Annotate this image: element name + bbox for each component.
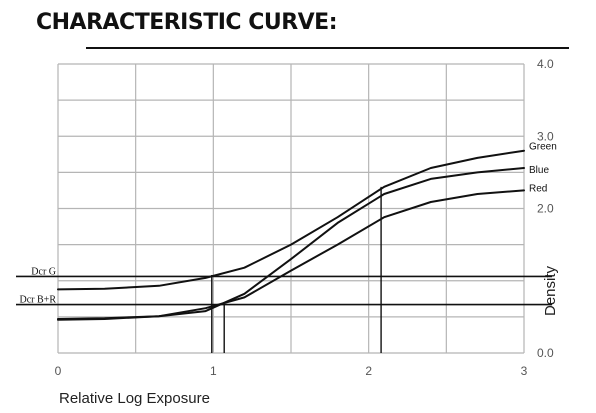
series-label-green: Green — [529, 142, 557, 153]
x-tick-label: 1 — [210, 364, 217, 378]
series-label-blue: Blue — [529, 165, 549, 176]
series-label-red: Red — [529, 183, 547, 194]
series-line-red — [57, 189, 525, 321]
y-tick-label: 2.0 — [537, 202, 554, 216]
y-tick-label: 3.0 — [537, 129, 554, 143]
title-underline — [86, 47, 569, 49]
reference-label-dcr-br: Dcr B+R — [20, 295, 57, 306]
y-tick-label: 0.0 — [537, 346, 554, 360]
chart-title: CHARACTERISTIC CURVE: — [36, 10, 338, 35]
reference-label-dcr-g: Dcr G — [31, 266, 56, 277]
x-axis-title: Relative Log Exposure — [59, 390, 210, 407]
y-tick-label: 4.0 — [537, 57, 554, 71]
x-tick-label: 2 — [365, 364, 372, 378]
x-tick-label: 3 — [521, 364, 528, 378]
series-line-green — [57, 149, 525, 291]
y-axis-title: Density — [542, 265, 559, 316]
x-tick-label: 0 — [55, 364, 62, 378]
